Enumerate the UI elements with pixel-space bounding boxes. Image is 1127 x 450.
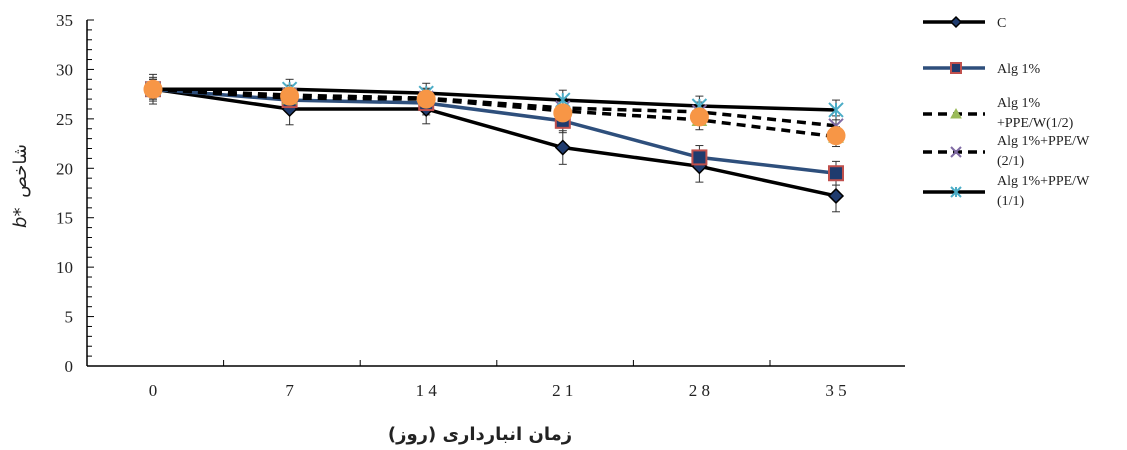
marker-circle xyxy=(553,103,573,123)
y-axis-label-text: شاخص xyxy=(10,144,31,198)
y-tick-label: 20 xyxy=(56,159,73,178)
legend: C Alg 1% Alg 1% +PPE/W(1/2) Alg 1%+PPE/W (2/1… xyxy=(923,15,1090,209)
legend-entry-label: C xyxy=(997,16,1006,31)
y-axis-label-symbol: b* xyxy=(10,208,31,228)
y-axis-label: b* شاخص xyxy=(10,144,31,228)
marker-circle xyxy=(689,107,709,127)
x-tick-label: 3 5 xyxy=(825,381,846,400)
marker-circle xyxy=(143,79,163,99)
legend-entry-label: Alg 1% xyxy=(997,62,1041,77)
marker-x xyxy=(950,146,962,158)
x-tick-label: 2 8 xyxy=(689,381,710,400)
marker-diamond xyxy=(949,15,963,29)
marker-x-stroke xyxy=(950,146,962,158)
y-tick-label: 10 xyxy=(56,258,73,277)
marker-triangle xyxy=(950,107,962,119)
y-tick-label: 0 xyxy=(65,357,74,376)
marker-diamond xyxy=(554,139,571,156)
x-axis-label: زمان انبارداری (روز) xyxy=(388,424,572,445)
legend-entry-label: Alg 1%+PPE/W xyxy=(997,134,1090,149)
marker-circle xyxy=(280,86,300,106)
legend-entry-label: Alg 1% xyxy=(997,96,1041,111)
y-tick-label: 30 xyxy=(56,60,73,79)
y-tick-label: 5 xyxy=(65,308,74,327)
series-line xyxy=(152,87,837,139)
x-tick-label: 7 xyxy=(285,381,294,400)
marker-circle xyxy=(826,126,846,146)
x-tick-label: 0 xyxy=(149,381,158,400)
y-tick-label: 35 xyxy=(56,11,73,30)
legend-entry-label: (2/1) xyxy=(997,154,1025,169)
legend-entry-label: (1/1) xyxy=(997,194,1025,209)
marker-square xyxy=(828,165,844,182)
marker-diamond xyxy=(827,187,845,205)
series-line xyxy=(152,87,837,128)
marker-square xyxy=(950,62,962,74)
axes xyxy=(86,19,905,367)
marker-asterisk xyxy=(950,186,962,198)
series-line xyxy=(152,87,837,198)
y-tick-label: 15 xyxy=(56,209,73,228)
y-tick-label: 25 xyxy=(56,110,73,129)
series-line xyxy=(153,87,837,112)
tick-labels: 0 5 10 15 20 25 30 35 0 7 1 4 2 1 2 8 3 5 xyxy=(56,11,847,400)
marker-asterisk xyxy=(828,102,844,118)
series-line xyxy=(152,87,837,175)
series-lines xyxy=(152,87,837,198)
series-markers xyxy=(143,79,846,205)
legend-entry-label: +PPE/W(1/2) xyxy=(997,116,1074,131)
x-tick-label: 1 4 xyxy=(416,381,438,400)
x-tick-label: 2 1 xyxy=(552,381,573,400)
marker-square xyxy=(691,149,708,166)
legend-entry-label: Alg 1%+PPE/W xyxy=(997,174,1090,189)
marker-circle xyxy=(416,89,436,109)
